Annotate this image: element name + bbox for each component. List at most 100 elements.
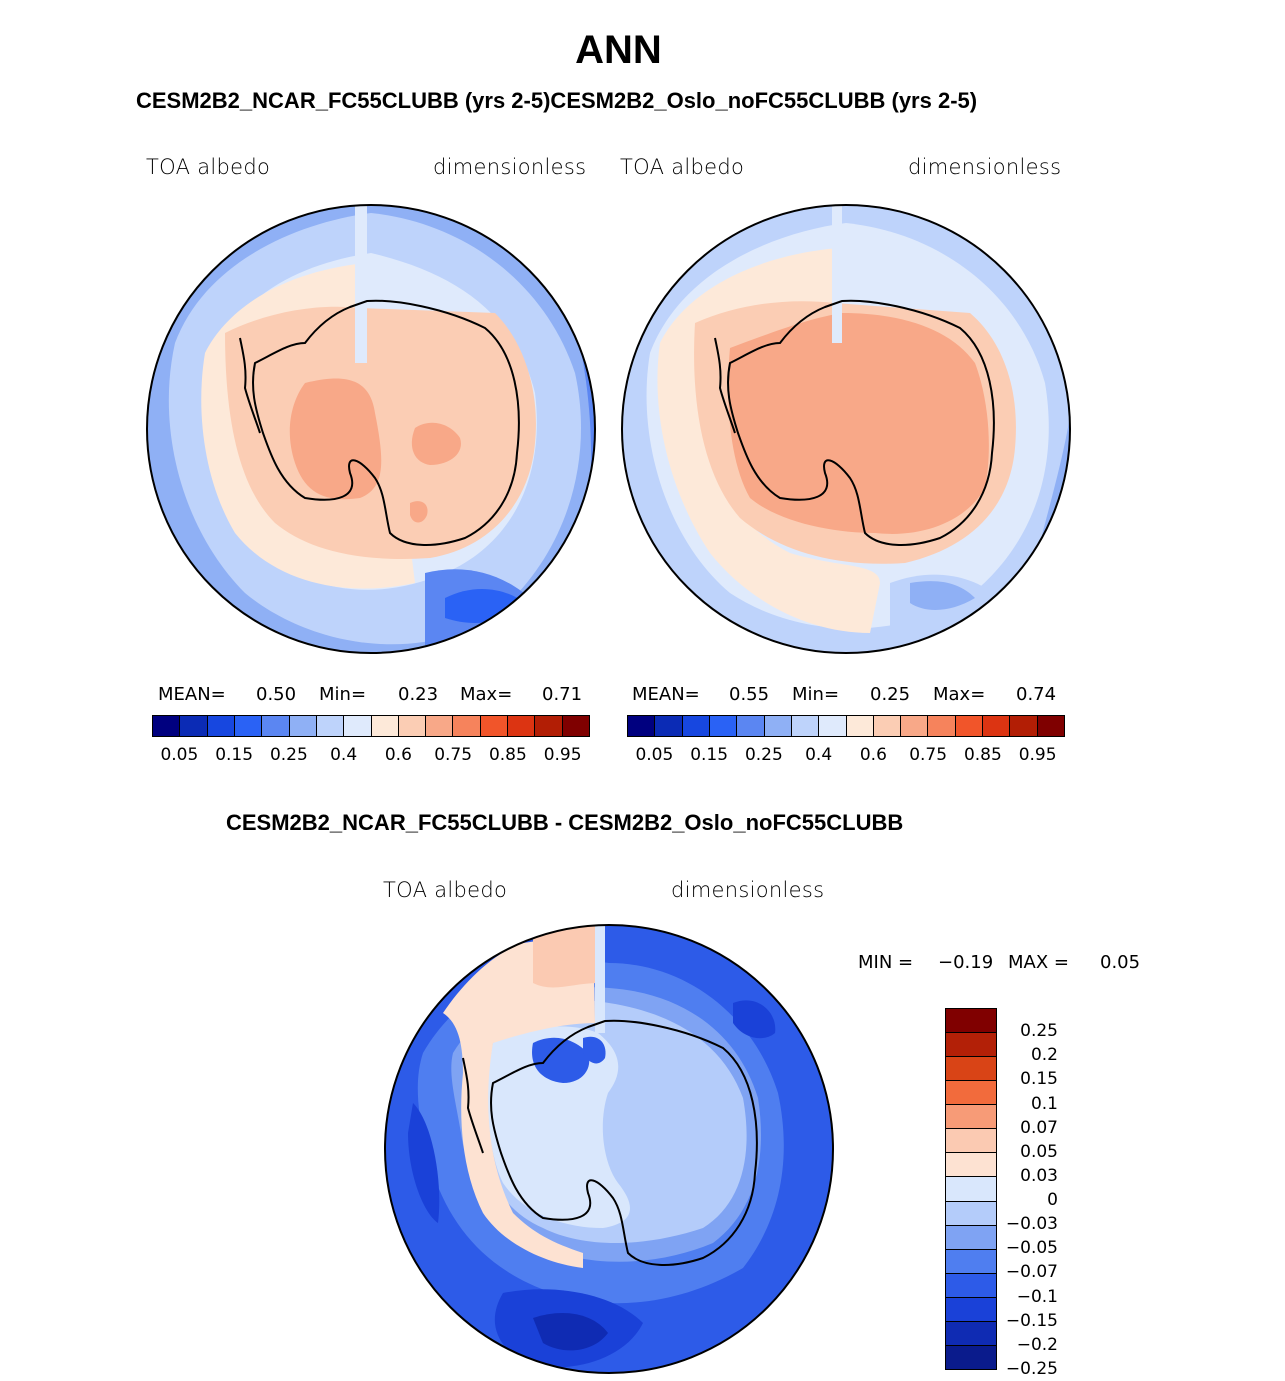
panel2-map-border	[621, 204, 1071, 654]
colorbar-tick-label: 0	[1047, 1190, 1058, 1211]
colorbar-swatch	[873, 716, 902, 736]
colorbar-swatch	[1037, 716, 1064, 736]
diff-min-value: −0.19	[938, 952, 994, 973]
colorbar-swatch	[946, 1057, 996, 1082]
colorbar-tick-label: 0.15	[1020, 1069, 1058, 1090]
colorbar-tick-label: 0.15	[690, 745, 729, 765]
colorbar-swatch	[946, 1105, 996, 1130]
colorbar-tick-label: 0.03	[1020, 1165, 1058, 1186]
colorbar-swatch	[946, 1081, 996, 1106]
colorbar-tick-label: 0.85	[488, 745, 527, 765]
colorbar-swatch	[344, 716, 372, 736]
colorbar-tick-label: −0.03	[1005, 1214, 1058, 1235]
diff-max-value: 0.05	[1100, 952, 1141, 973]
colorbar-swatch	[946, 1129, 996, 1154]
colorbar-tick-label: 0.25	[744, 745, 783, 765]
top-subtitle: CESM2B2_NCAR_FC55CLUBB (yrs 2-5)CESM2B2_…	[136, 88, 978, 113]
colorbar-swatch	[901, 716, 929, 736]
diff-units-label: dimensionless	[671, 878, 825, 902]
colorbar-swatch	[819, 716, 847, 736]
colorbar-tick-label: 0.95	[543, 745, 582, 765]
colorbar-swatch	[946, 1201, 996, 1226]
colorbar-swatch	[709, 716, 738, 736]
colorbar-tick-label: 0.4	[330, 745, 358, 765]
diff-colorbar	[945, 1008, 997, 1370]
colorbar-swatch	[453, 716, 481, 736]
colorbar-swatch	[508, 716, 536, 736]
colorbar-swatch	[1010, 716, 1038, 736]
colorbar-swatch	[946, 1009, 996, 1034]
panel1-polar-map	[146, 204, 596, 654]
colorbar-tick-label: 0.6	[859, 745, 887, 765]
colorbar-swatch	[628, 716, 656, 736]
panel2-max-label: Max=	[933, 684, 986, 705]
colorbar-swatch	[946, 1345, 996, 1369]
colorbar-swatch	[180, 716, 208, 736]
diff-subtitle: CESM2B2_NCAR_FC55CLUBB - CESM2B2_Oslo_no…	[226, 810, 904, 835]
panel2-antarctica-coastline	[727, 299, 995, 546]
diff-map-border	[384, 924, 834, 1374]
diff-antarctica-coastline	[490, 1019, 758, 1266]
colorbar-tick-label: −0.07	[1005, 1262, 1058, 1283]
panel1-min-label: Min=	[319, 684, 367, 705]
colorbar-tick-label: 0.05	[1020, 1141, 1058, 1162]
diff-min-label: MIN =	[858, 952, 914, 973]
diff-max-label: MAX =	[1008, 952, 1069, 973]
colorbar-tick-label: 0.05	[160, 745, 199, 765]
colorbar-tick-label: 0.15	[215, 745, 254, 765]
colorbar-swatch	[426, 716, 454, 736]
colorbar-swatch	[655, 716, 683, 736]
colorbar-swatch	[562, 716, 589, 736]
panel1-max-label: Max=	[460, 684, 513, 705]
colorbar-swatch	[398, 716, 427, 736]
colorbar-tick-label: 0.2	[1030, 1045, 1058, 1066]
colorbar-swatch	[946, 1273, 996, 1298]
panel1-units-label: dimensionless	[433, 155, 587, 179]
colorbar-tick-label: −0.15	[1005, 1310, 1058, 1331]
colorbar-tick-label: 0.85	[963, 745, 1002, 765]
figure-title: ANN	[575, 28, 662, 72]
colorbar-swatch	[946, 1153, 996, 1178]
colorbar-swatch	[955, 716, 984, 736]
colorbar-tick-label: −0.2	[1016, 1334, 1058, 1355]
colorbar-tick-label: 0.6	[384, 745, 412, 765]
colorbar-swatch	[316, 716, 345, 736]
colorbar-swatch	[153, 716, 181, 736]
panel1-min-value: 0.23	[398, 684, 439, 705]
panel2-min-label: Min=	[792, 684, 840, 705]
colorbar-swatch	[207, 716, 235, 736]
panel2-polar-map	[621, 204, 1071, 654]
panel2-variable-label: TOA albedo	[620, 155, 745, 179]
panel2-colorbar	[627, 715, 1065, 737]
colorbar-swatch	[764, 716, 792, 736]
panel2-units-label: dimensionless	[908, 155, 1062, 179]
colorbar-swatch	[946, 1225, 996, 1250]
colorbar-tick-label: 0.75	[434, 745, 473, 765]
colorbar-tick-label: −0.25	[1005, 1359, 1058, 1379]
diff-variable-label: TOA albedo	[383, 878, 508, 902]
colorbar-swatch	[846, 716, 874, 736]
panel1-mean-value: 0.50	[256, 684, 297, 705]
panel1-variable-label: TOA albedo	[146, 155, 271, 179]
colorbar-swatch	[983, 716, 1011, 736]
colorbar-tick-label: 0.07	[1020, 1117, 1058, 1138]
colorbar-tick-label: 0.25	[269, 745, 308, 765]
colorbar-swatch	[946, 1297, 996, 1322]
diff-polar-map	[384, 924, 834, 1374]
panel1-max-value: 0.71	[542, 684, 583, 705]
panel1-antarctica-coastline	[252, 299, 520, 546]
colorbar-swatch	[946, 1177, 996, 1202]
colorbar-tick-label: 0.1	[1030, 1093, 1058, 1114]
panel1-mean-label: MEAN=	[158, 684, 226, 705]
panel2-min-value: 0.25	[870, 684, 911, 705]
colorbar-tick-label: 0.05	[635, 745, 674, 765]
colorbar-tick-label: 0.75	[909, 745, 948, 765]
colorbar-swatch	[480, 716, 509, 736]
colorbar-tick-label: −0.1	[1016, 1286, 1058, 1307]
colorbar-swatch	[682, 716, 710, 736]
colorbar-tick-label: 0.4	[805, 745, 833, 765]
panel1-map-border	[146, 204, 596, 654]
colorbar-tick-label: 0.95	[1018, 745, 1057, 765]
panel1-colorbar	[152, 715, 590, 737]
colorbar-swatch	[737, 716, 765, 736]
